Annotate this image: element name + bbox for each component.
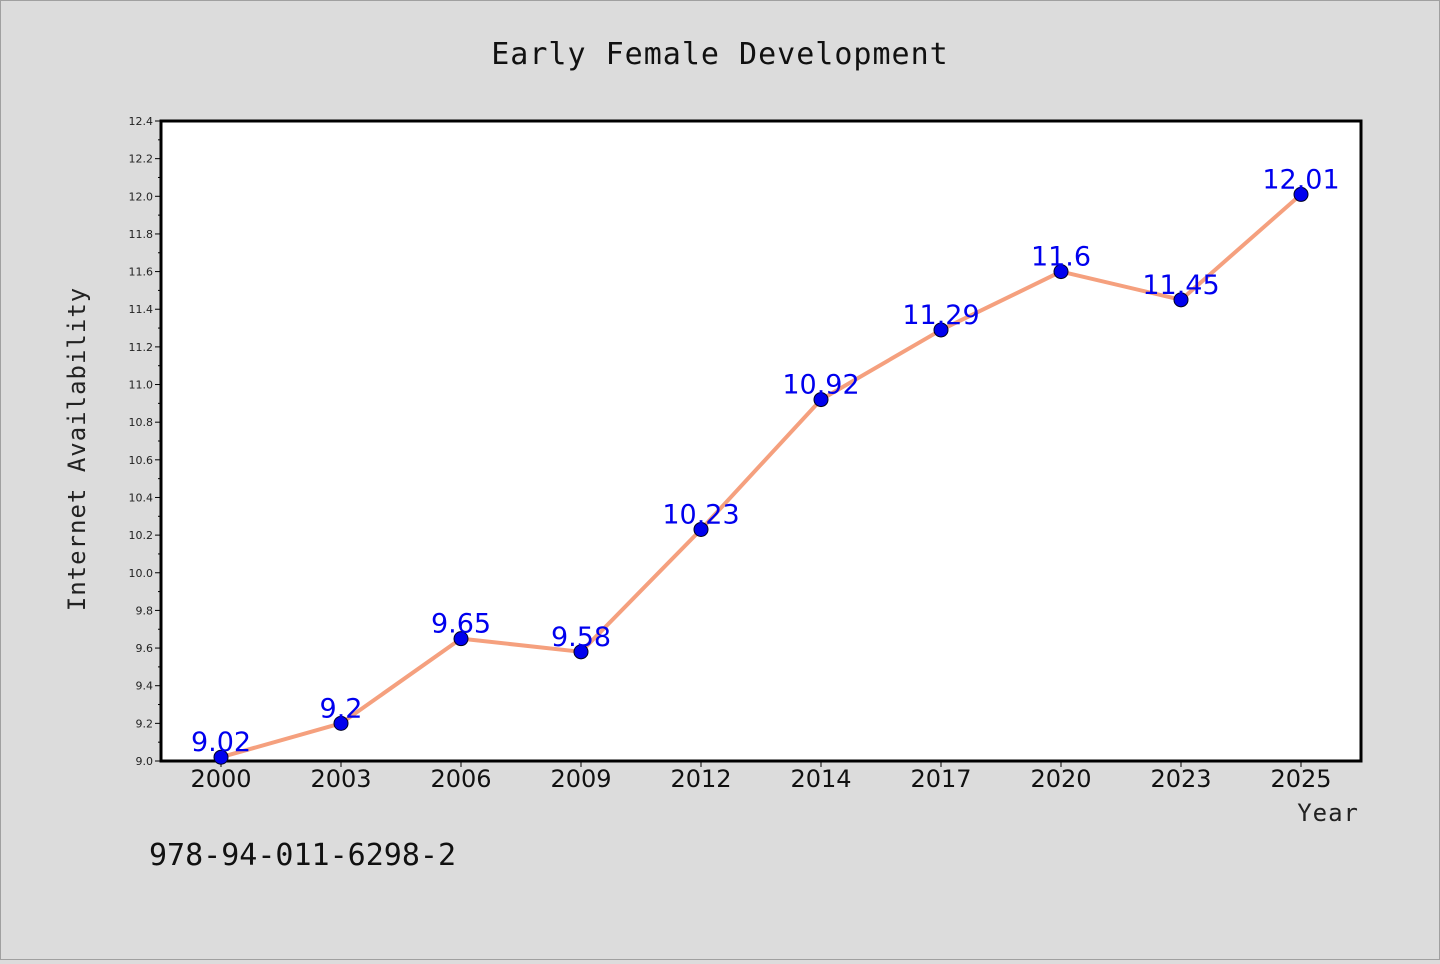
data-point: [213, 749, 229, 765]
data-label: 11.45: [1142, 270, 1219, 301]
x-tick-label: 2020: [1030, 765, 1091, 793]
data-point: [813, 392, 829, 408]
x-tick-label: 2000: [190, 765, 251, 793]
y-tick-label: 11.6: [129, 266, 154, 279]
y-tick-label: 11.2: [129, 341, 154, 354]
data-label: 11.6: [1031, 242, 1091, 273]
y-tick-label: 9.0: [136, 755, 154, 768]
x-tick-label: 2014: [790, 765, 851, 793]
data-label: 10.92: [782, 370, 859, 401]
x-tick-label: 2025: [1270, 765, 1331, 793]
data-point: [573, 644, 589, 660]
y-tick-label: 9.2: [136, 717, 154, 730]
data-point: [1293, 186, 1309, 202]
data-label: 9.02: [191, 727, 251, 758]
y-tick-label: 10.2: [129, 529, 154, 542]
data-point: [333, 715, 349, 731]
y-tick-label: 12.0: [129, 190, 154, 203]
data-point: [453, 631, 469, 647]
x-tick-label: 2009: [550, 765, 611, 793]
data-point: [1173, 292, 1189, 308]
data-label: 10.23: [662, 499, 739, 530]
y-tick-label: 11.8: [129, 228, 154, 241]
data-point: [693, 521, 709, 537]
data-label: 9.2: [320, 693, 363, 724]
chart-title: Early Female Development: [491, 37, 948, 72]
y-tick-label: 11.0: [129, 379, 154, 392]
data-label: 11.29: [902, 300, 979, 331]
y-tick-label: 11.4: [129, 303, 154, 316]
y-tick-label: 12.4: [129, 115, 154, 128]
x-axis: 2000 2003 2006 2009 2012 2014 2017 2020 2023 2025: [190, 761, 1332, 793]
series-line: [220, 192, 1303, 760]
y-axis-label: Internet Availability: [63, 287, 91, 611]
x-axis-label: Year: [1297, 799, 1359, 827]
x-tick-label: 2023: [1150, 765, 1211, 793]
y-tick-label: 10.4: [129, 491, 154, 504]
x-tick-label: 2006: [430, 765, 491, 793]
y-tick-label: 9.6: [136, 642, 154, 655]
y-tick-label: 9.8: [136, 604, 154, 617]
data-point: [1053, 264, 1069, 280]
x-tick-label: 2012: [670, 765, 731, 793]
y-tick-label: 10.6: [129, 454, 154, 467]
y-tick-label: 10.8: [129, 416, 154, 429]
y-axis: 9.0 9.2 9.4 9.6 9.8 10.0 10.2 10.4 10.6 10.8 11.0 1…: [129, 115, 161, 768]
x-tick-label: 2017: [910, 765, 971, 793]
data-label: 12.01: [1262, 164, 1339, 195]
series-internet-availability: 9.02 9.2 9.65 9.58 10.23 10.92 11.29 11.6 11.45 1…: [191, 164, 1340, 765]
isbn-text: 978-94-011-6298-2: [149, 838, 456, 873]
y-tick-label: 10.0: [129, 567, 154, 580]
y-tick-label: 12.2: [129, 153, 154, 166]
plot-area: [159, 119, 1363, 763]
data-label: 9.58: [551, 622, 611, 653]
data-label: 9.65: [431, 609, 491, 640]
data-point: [933, 322, 949, 338]
y-tick-label: 9.4: [136, 680, 154, 693]
x-tick-label: 2003: [310, 765, 371, 793]
